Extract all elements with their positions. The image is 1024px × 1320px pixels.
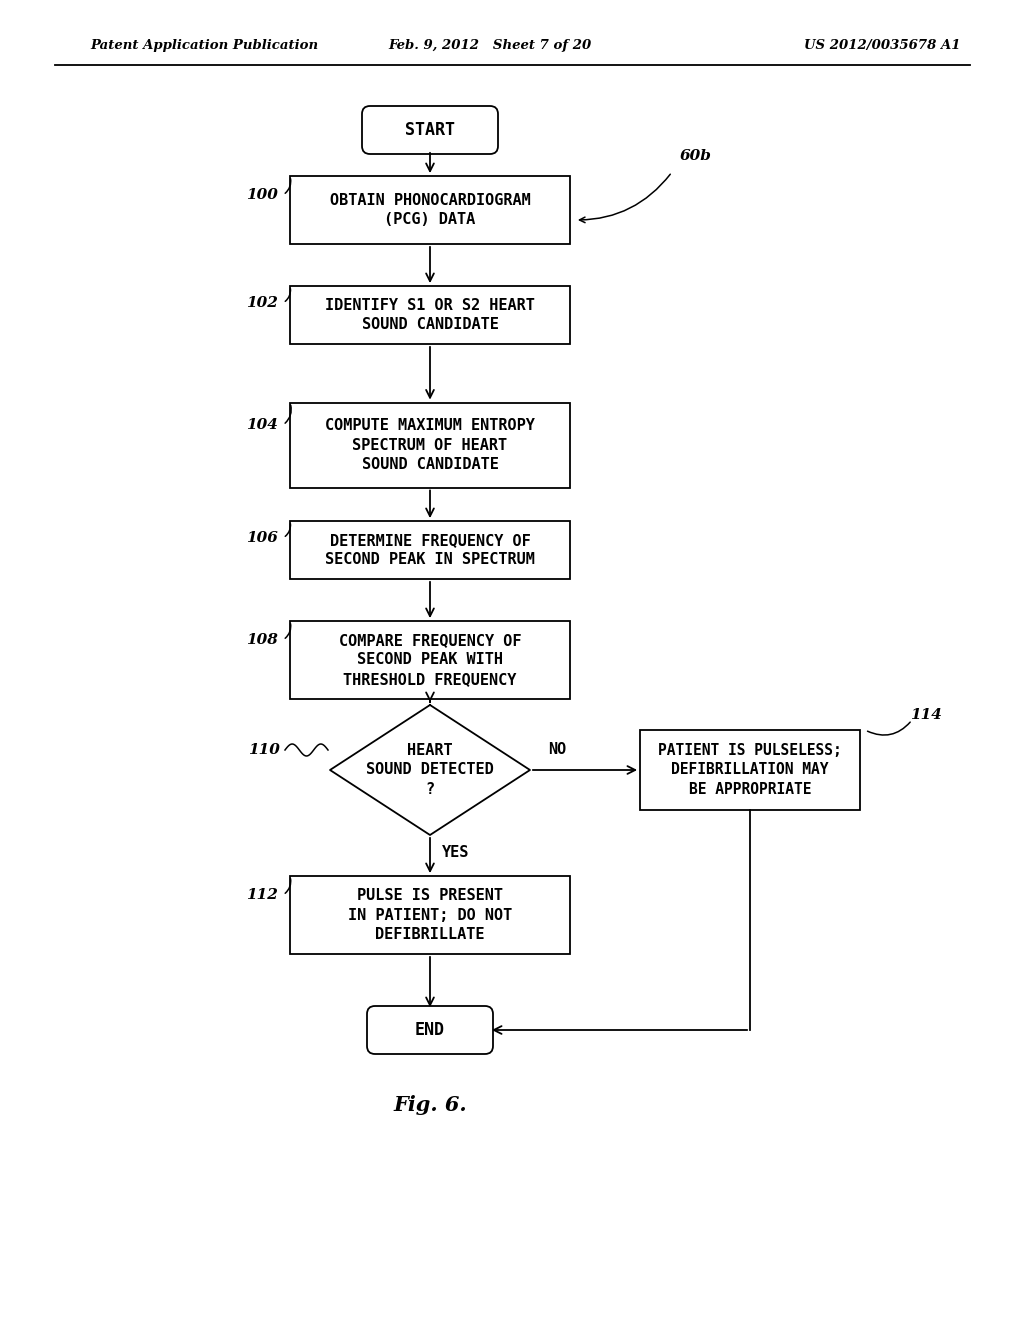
Text: OBTAIN PHONOCARDIOGRAM
(PCG) DATA: OBTAIN PHONOCARDIOGRAM (PCG) DATA: [330, 193, 530, 227]
Text: 112: 112: [246, 888, 278, 902]
Text: 106: 106: [246, 531, 278, 545]
Text: 100: 100: [246, 187, 278, 202]
Text: Feb. 9, 2012   Sheet 7 of 20: Feb. 9, 2012 Sheet 7 of 20: [388, 38, 592, 51]
Text: 108: 108: [246, 634, 278, 647]
Text: PULSE IS PRESENT
IN PATIENT; DO NOT
DEFIBRILLATE: PULSE IS PRESENT IN PATIENT; DO NOT DEFI…: [348, 887, 512, 942]
Text: HEART
SOUND DETECTED
?: HEART SOUND DETECTED ?: [367, 743, 494, 797]
Text: COMPUTE MAXIMUM ENTROPY
SPECTRUM OF HEART
SOUND CANDIDATE: COMPUTE MAXIMUM ENTROPY SPECTRUM OF HEAR…: [325, 417, 535, 473]
Text: Patent Application Publication: Patent Application Publication: [90, 38, 318, 51]
FancyBboxPatch shape: [290, 620, 570, 700]
Text: START: START: [406, 121, 455, 139]
Text: 60b: 60b: [680, 149, 712, 162]
Text: Fig. 6.: Fig. 6.: [393, 1096, 467, 1115]
Text: 104: 104: [246, 418, 278, 432]
Text: DETERMINE FREQUENCY OF
SECOND PEAK IN SPECTRUM: DETERMINE FREQUENCY OF SECOND PEAK IN SP…: [325, 532, 535, 568]
Text: END: END: [415, 1020, 445, 1039]
FancyBboxPatch shape: [362, 106, 498, 154]
Polygon shape: [330, 705, 530, 836]
Text: PATIENT IS PULSELESS;
DEFIBRILLATION MAY
BE APPROPRIATE: PATIENT IS PULSELESS; DEFIBRILLATION MAY…: [658, 743, 842, 797]
FancyBboxPatch shape: [290, 876, 570, 954]
Text: YES: YES: [442, 845, 469, 861]
Text: 110: 110: [248, 743, 280, 756]
Text: 102: 102: [246, 296, 278, 310]
FancyBboxPatch shape: [290, 176, 570, 244]
FancyBboxPatch shape: [640, 730, 860, 810]
Text: COMPARE FREQUENCY OF
SECOND PEAK WITH
THRESHOLD FREQUENCY: COMPARE FREQUENCY OF SECOND PEAK WITH TH…: [339, 632, 521, 688]
Text: 114: 114: [910, 708, 942, 722]
Text: US 2012/0035678 A1: US 2012/0035678 A1: [804, 38, 961, 51]
FancyBboxPatch shape: [367, 1006, 493, 1053]
FancyBboxPatch shape: [290, 286, 570, 345]
Text: NO: NO: [548, 742, 566, 756]
FancyBboxPatch shape: [290, 403, 570, 487]
Text: IDENTIFY S1 OR S2 HEART
SOUND CANDIDATE: IDENTIFY S1 OR S2 HEART SOUND CANDIDATE: [325, 297, 535, 333]
FancyBboxPatch shape: [290, 521, 570, 579]
